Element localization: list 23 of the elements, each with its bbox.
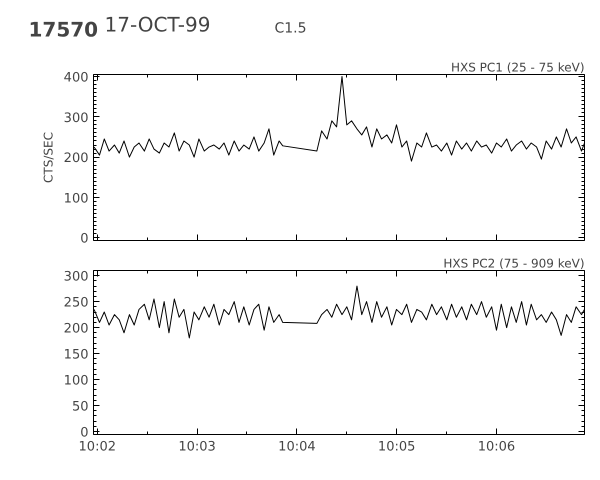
chart-title: HXS PC1 (25 - 75 keV) (450, 60, 584, 74)
x-tick-label: 10:05 (378, 440, 416, 454)
y-tick-label: 150 (64, 348, 89, 363)
y-tick-label: 300 (64, 110, 89, 126)
chart-title: HXS PC2 (75 - 909 keV) (443, 256, 585, 270)
y-tick-label: 50 (72, 399, 89, 414)
text: C1.5 (274, 20, 307, 36)
y-tick-label: 400 (64, 70, 89, 86)
text: 17-OCT-99 (104, 12, 210, 36)
x-tick-label: 10:02 (78, 440, 116, 454)
x-tick-label: 10:04 (278, 440, 316, 454)
y-tick-label: 200 (64, 151, 89, 166)
y-tick-label: 0 (80, 232, 89, 247)
y-tick-label: 100 (64, 191, 89, 206)
x-tick-label: 10:06 (478, 440, 516, 454)
y-tick-label: 200 (64, 322, 89, 337)
y-tick-label: 250 (64, 296, 89, 311)
y-tick-label: 0 (80, 425, 89, 440)
x-tick-label: 10:03 (178, 440, 216, 454)
text: 17570 (28, 18, 98, 42)
y-axis-title: CTS/SEC (42, 132, 56, 183)
y-tick-label: 100 (64, 373, 89, 388)
y-tick-label: 300 (64, 270, 89, 285)
